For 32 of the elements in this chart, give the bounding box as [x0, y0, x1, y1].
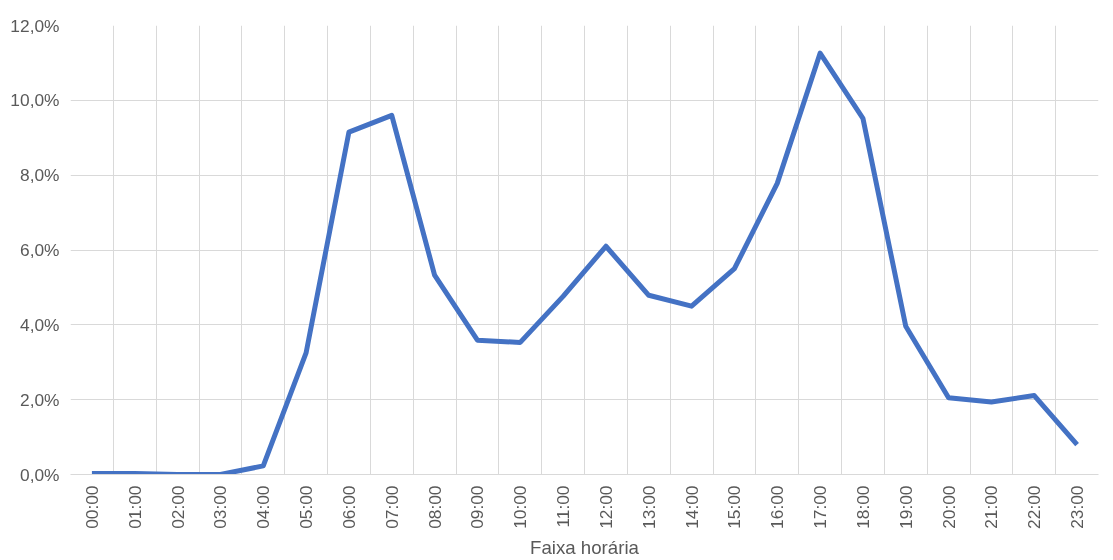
x-tick-label: 02:00	[167, 485, 188, 529]
y-tick-label: 6,0%	[20, 240, 60, 260]
x-tick-label: 11:00	[553, 485, 574, 528]
x-tick-label: 03:00	[210, 485, 231, 529]
x-tick-label: 07:00	[381, 485, 402, 529]
x-tick-label: 04:00	[253, 485, 274, 529]
x-tick-label: 12:00	[595, 485, 616, 529]
x-tick-label: 01:00	[124, 485, 145, 529]
x-tick-label: 08:00	[424, 485, 445, 529]
y-tick-label: 12,0%	[10, 15, 60, 36]
x-tick-label: 14:00	[681, 485, 702, 529]
y-tick-label: 2,0%	[20, 389, 60, 410]
x-tick-label: 06:00	[338, 485, 359, 529]
x-tick-label: 00:00	[81, 485, 102, 529]
x-axis-title: Faixa horária	[530, 536, 640, 558]
x-tick-label: 05:00	[296, 485, 317, 529]
y-tick-label: 10,0%	[10, 90, 60, 111]
x-tick-label: 23:00	[1067, 485, 1088, 529]
x-tick-label: 15:00	[724, 485, 745, 529]
x-tick-label: 16:00	[767, 485, 788, 529]
y-tick-label: 0,0%	[20, 464, 60, 485]
x-tick-label: 09:00	[467, 485, 488, 529]
x-tick-label: 22:00	[1024, 485, 1045, 529]
x-tick-label: 19:00	[895, 485, 916, 529]
x-tick-label: 13:00	[638, 485, 659, 529]
x-tick-label: 10:00	[510, 485, 531, 529]
x-tick-label: 21:00	[981, 485, 1002, 529]
y-tick-label: 8,0%	[20, 165, 60, 186]
x-tick-label: 17:00	[810, 485, 831, 529]
y-tick-label: 4,0%	[20, 314, 60, 335]
x-tick-label: 20:00	[938, 485, 959, 529]
x-tick-label: 18:00	[852, 485, 873, 529]
